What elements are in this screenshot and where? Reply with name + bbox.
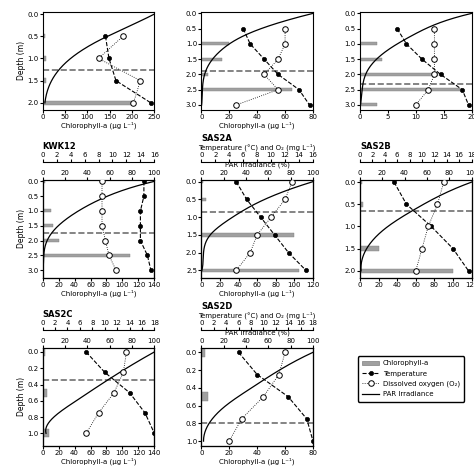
Legend: Chlorophyll-a, Temperature, Dissolved oxygen (O₂), PAR Irradiance: Chlorophyll-a, Temperature, Dissolved ox… xyxy=(358,356,464,401)
Bar xyxy=(201,42,229,46)
Y-axis label: Depth (m): Depth (m) xyxy=(17,41,26,80)
Text: SAS2D: SAS2D xyxy=(201,301,233,310)
Bar xyxy=(360,73,438,76)
Bar xyxy=(360,269,453,273)
X-axis label: PAR Irradiance (%): PAR Irradiance (%) xyxy=(225,330,290,337)
Bar xyxy=(360,103,377,107)
X-axis label: Chlorophyll-a (μg L⁻¹): Chlorophyll-a (μg L⁻¹) xyxy=(219,121,295,128)
X-axis label: Chlorophyll-a (μg L⁻¹): Chlorophyll-a (μg L⁻¹) xyxy=(61,289,136,297)
Bar xyxy=(43,389,46,397)
X-axis label: Temperature (°C) and O₂ (mg L⁻¹): Temperature (°C) and O₂ (mg L⁻¹) xyxy=(199,143,316,151)
Bar xyxy=(360,202,363,207)
X-axis label: Chlorophyll-a (μg L⁻¹): Chlorophyll-a (μg L⁻¹) xyxy=(219,289,295,297)
Text: SAS2C: SAS2C xyxy=(43,310,73,319)
Bar xyxy=(201,348,205,357)
Bar xyxy=(43,56,46,61)
Bar xyxy=(201,73,208,76)
Text: SAS2B: SAS2B xyxy=(360,142,391,151)
Bar xyxy=(43,180,45,183)
Bar xyxy=(360,88,460,91)
Bar xyxy=(201,88,292,91)
Bar xyxy=(43,210,51,212)
X-axis label: PAR Irradiance (%): PAR Irradiance (%) xyxy=(225,162,290,168)
Bar xyxy=(201,198,206,201)
Bar xyxy=(360,246,379,251)
Bar xyxy=(360,58,382,61)
X-axis label: Chlorophyll-a (μg L⁻¹): Chlorophyll-a (μg L⁻¹) xyxy=(61,457,136,465)
Bar xyxy=(43,239,59,242)
X-axis label: Chlorophyll-a (μg L⁻¹): Chlorophyll-a (μg L⁻¹) xyxy=(219,457,295,465)
Bar xyxy=(43,79,46,83)
Bar xyxy=(201,269,299,272)
Bar xyxy=(43,348,45,356)
Bar xyxy=(201,233,294,237)
Bar xyxy=(201,392,208,401)
Bar xyxy=(201,180,203,183)
Bar xyxy=(43,254,130,257)
X-axis label: Chlorophyll-a (μg L⁻¹): Chlorophyll-a (μg L⁻¹) xyxy=(61,121,136,128)
Text: KWK12: KWK12 xyxy=(43,142,76,151)
X-axis label: Temperature (°C) and O₂ (mg L⁻¹): Temperature (°C) and O₂ (mg L⁻¹) xyxy=(199,311,316,319)
Bar xyxy=(43,100,132,105)
Bar xyxy=(201,58,222,61)
Y-axis label: Depth (m): Depth (m) xyxy=(17,209,26,248)
Bar xyxy=(43,429,49,438)
Text: SAS2A: SAS2A xyxy=(201,134,232,143)
Bar xyxy=(43,34,45,38)
Bar xyxy=(43,224,53,227)
Y-axis label: Depth (m): Depth (m) xyxy=(17,377,26,416)
Bar xyxy=(360,42,377,46)
Bar xyxy=(360,180,362,184)
